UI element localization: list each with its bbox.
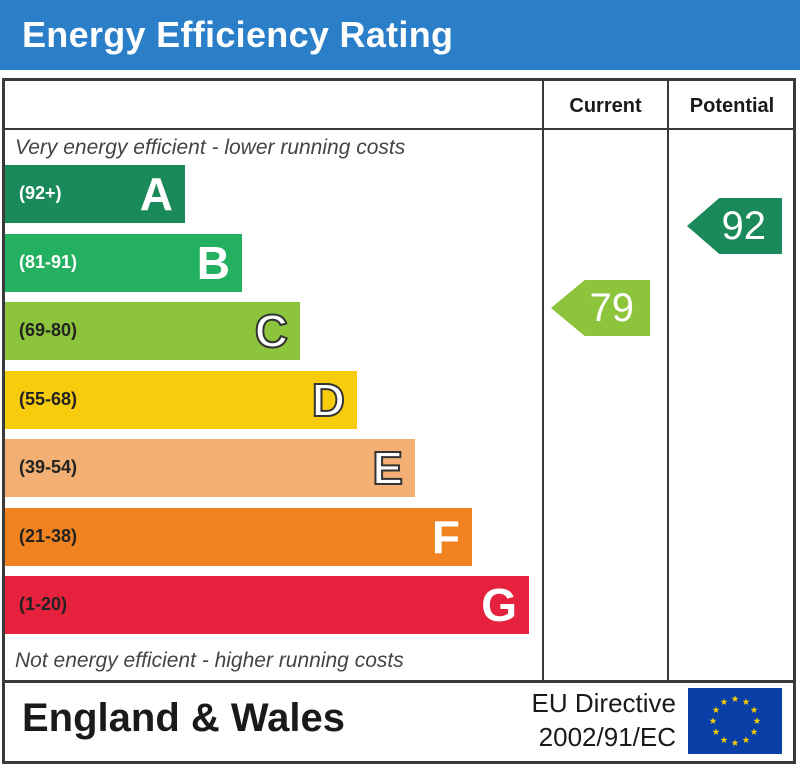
band-d: (55-68) D [5, 370, 357, 429]
current-column-divider [542, 78, 544, 682]
band-letter: D [311, 373, 346, 427]
band-range-label: (1-20) [19, 594, 68, 614]
band-g: (1-20) G [5, 576, 529, 634]
eu-star [742, 736, 750, 743]
band-range-label: (81-91) [19, 251, 78, 272]
band-range-label: (39-54) [19, 457, 78, 477]
eu-star [750, 728, 758, 735]
band-letter: F [431, 510, 460, 563]
directive-line-2: 2002/91/EC [538, 722, 676, 752]
header-bar: Energy Efficiency Rating [0, 0, 800, 70]
eu-star [712, 728, 720, 735]
eu-star [720, 698, 728, 705]
current-rating-value: 79 [589, 286, 635, 330]
eu-star [731, 739, 739, 746]
band-b: (81-91) B [5, 233, 242, 292]
band-letter: G [481, 579, 517, 631]
band-range-label: (92+) [19, 183, 62, 203]
band-e: (39-54) E [5, 439, 415, 497]
band-c: (69-80) C [5, 302, 300, 360]
footer-divider [2, 680, 796, 683]
band-letter: A [139, 168, 173, 220]
inefficient-note: Not energy efficient - higher running co… [15, 649, 404, 672]
eu-star [750, 706, 758, 713]
region-label: England & Wales [22, 696, 346, 740]
band-letter: E [371, 441, 404, 495]
rating-frame [2, 78, 796, 764]
potential-rating-value: 92 [721, 204, 767, 248]
band-letter: C [254, 304, 289, 358]
eu-flag-stars [709, 695, 761, 746]
header-row-divider [2, 128, 796, 130]
directive-line-1: EU Directive [531, 688, 676, 718]
eu-star [731, 695, 739, 702]
band-range-label: (69-80) [19, 320, 78, 340]
band-range-label: (55-68) [19, 388, 78, 409]
band-range-label: (21-38) [19, 525, 78, 546]
eu-star [742, 698, 750, 705]
current-rating-arrow: 79 [551, 280, 650, 336]
eu-star [720, 736, 728, 743]
potential-rating-arrow: 92 [687, 198, 782, 254]
eu-star [753, 717, 761, 724]
eu-star [709, 717, 717, 724]
potential-column-divider [667, 78, 669, 682]
band-a: (92+) A [5, 165, 185, 223]
eu-flag-icon [688, 688, 782, 754]
eu-star [712, 706, 720, 713]
efficient-note: Very energy efficient - lower running co… [15, 136, 406, 159]
potential-column-header: Potential [689, 95, 775, 117]
page-title: Energy Efficiency Rating [22, 14, 454, 55]
current-column-header: Current [569, 95, 642, 117]
band-letter: B [196, 236, 230, 289]
band-f: (21-38) F [5, 507, 472, 566]
